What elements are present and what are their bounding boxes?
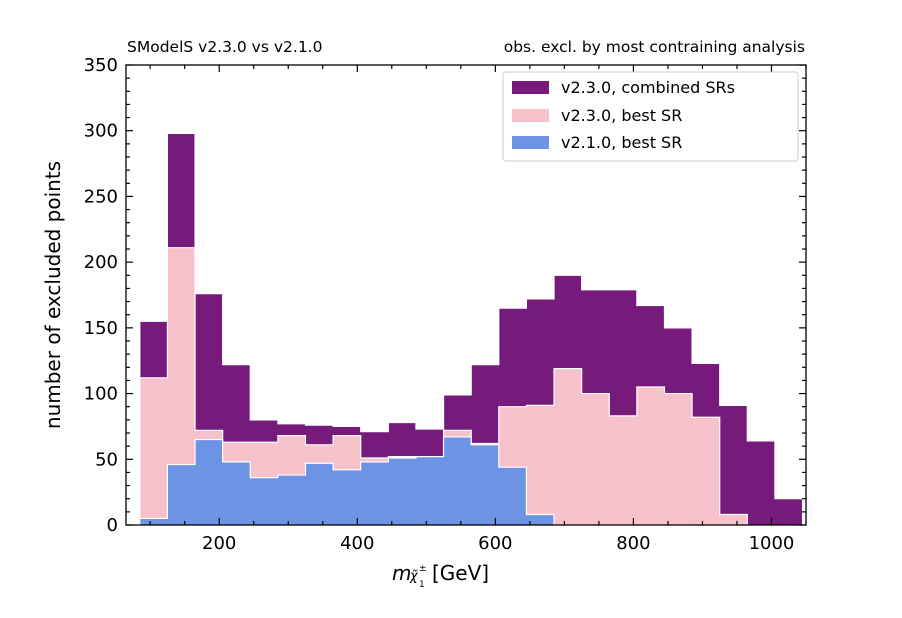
y-tick-label: 250 (84, 186, 118, 207)
outline-best-sr-v230 (139, 247, 748, 525)
bar-best-sr-v230-15 (554, 368, 583, 525)
chart-title-left: SModelS v2.3.0 vs v2.1.0 (127, 38, 322, 56)
legend-label-combined: v2.3.0, combined SRs (561, 78, 735, 97)
x-axis-unit: [GeV] (432, 561, 489, 585)
outline-best-sr-v210 (139, 436, 555, 525)
bar-best-sr-v210-6 (305, 463, 334, 525)
outline-combined (139, 132, 804, 525)
legend-swatch-best-sr-v210 (512, 136, 549, 149)
x-axis-sub-superscript: ± (419, 564, 427, 574)
y-tick-label: 150 (84, 318, 118, 339)
chart-title-right: obs. excl. by most contraining analysis (504, 38, 805, 56)
series-best-sr-v210 (139, 436, 555, 525)
bar-best-sr-v210-8 (360, 461, 389, 525)
y-axis-label: number of excluded points (41, 161, 65, 429)
x-axis-symbol: m (392, 561, 411, 585)
x-tick-label: 1000 (749, 533, 795, 554)
bar-best-sr-v230-0 (139, 377, 168, 525)
bar-best-sr-v230-16 (581, 393, 610, 525)
bar-best-sr-v210-1 (167, 464, 196, 525)
legend-label-best-sr-v230: v2.3.0, best SR (561, 106, 682, 125)
x-axis-label: m χ̃ ± 1 [GeV] (392, 561, 489, 590)
bar-best-sr-v210-7 (333, 469, 362, 525)
x-tick-label: 400 (340, 533, 374, 554)
bar-best-sr-v230-20 (692, 417, 721, 525)
bar-best-sr-v230-19 (664, 393, 693, 525)
x-tick-label: 600 (478, 533, 512, 554)
bar-best-sr-v210-10 (415, 456, 444, 525)
legend-swatch-combined (512, 81, 549, 94)
bar-best-sr-v210-9 (388, 457, 417, 525)
bar-best-sr-v210-0 (139, 518, 168, 525)
x-axis-sub-subscript: 1 (419, 580, 425, 590)
bar-best-sr-v230-17 (609, 415, 638, 525)
legend: v2.3.0, combined SRs v2.3.0, best SR v2.… (502, 71, 799, 162)
y-tick-label: 300 (84, 121, 118, 142)
bar-combined-21 (719, 405, 748, 525)
bar-best-sr-v230-21 (719, 514, 748, 525)
bar-combined-22 (747, 440, 776, 525)
bar-best-sr-v230-14 (526, 405, 555, 525)
x-tick-label: 200 (202, 533, 236, 554)
bar-best-sr-v210-2 (195, 439, 224, 525)
ticks-layer: 200 400 600 800 1000 0 50 100 150 200 250 300 350 (84, 55, 807, 554)
legend-swatch-best-sr-v230 (512, 109, 549, 122)
plot-frame (125, 64, 807, 526)
bar-best-sr-v210-5 (277, 475, 306, 525)
bar-best-sr-v210-14 (526, 514, 555, 525)
bar-best-sr-v210-11 (443, 436, 472, 525)
x-tick-label: 800 (616, 533, 650, 554)
bars-layer (139, 132, 804, 525)
bar-best-sr-v210-13 (498, 467, 527, 525)
y-tick-label: 100 (84, 384, 118, 405)
bar-combined-23 (774, 498, 803, 525)
bar-best-sr-v210-12 (471, 444, 500, 525)
bar-best-sr-v230-18 (636, 387, 665, 525)
legend-label-best-sr-v210: v2.1.0, best SR (561, 133, 682, 152)
y-tick-label: 350 (84, 55, 118, 76)
bar-best-sr-v210-4 (250, 477, 279, 525)
y-tick-label: 0 (107, 515, 118, 536)
legend-box (502, 71, 799, 162)
y-tick-label: 200 (84, 252, 118, 273)
x-axis-subscript: χ̃ (409, 569, 419, 584)
bar-best-sr-v210-3 (222, 461, 251, 525)
y-tick-label: 50 (95, 449, 118, 470)
